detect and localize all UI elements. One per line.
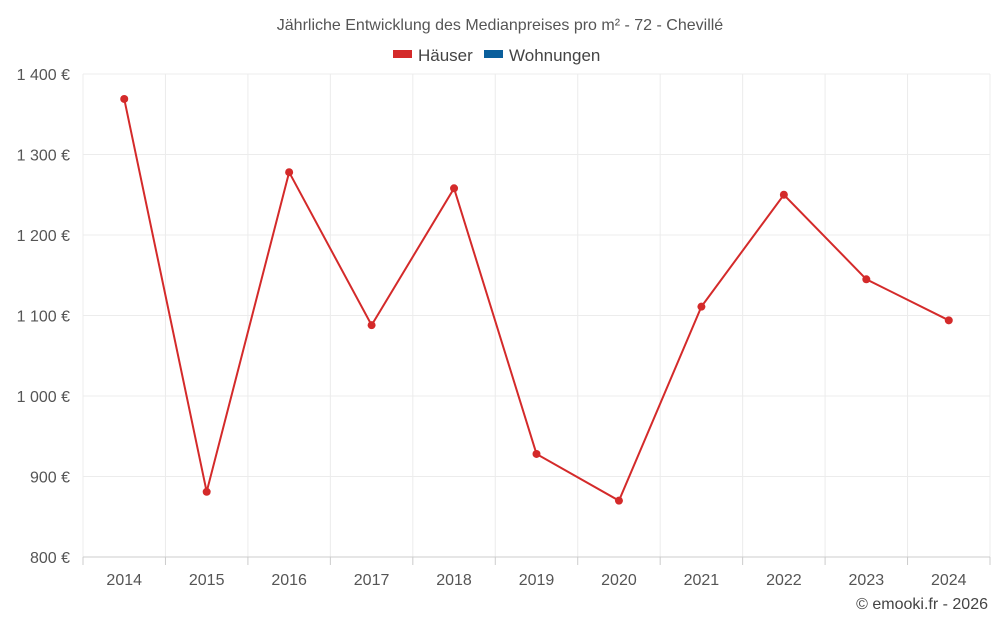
y-tick-label: 800 € (30, 550, 70, 567)
legend-swatch-haeuser[interactable] (393, 50, 412, 58)
x-tick-label: 2022 (766, 572, 802, 589)
y-tick-label: 1 200 € (17, 228, 70, 245)
series-layer (120, 94, 953, 505)
chart-title: Jährliche Entwicklung des Medianpreises … (277, 17, 724, 34)
legend-label-wohnungen[interactable]: Wohnungen (509, 46, 600, 65)
x-tick-label: 2021 (684, 572, 720, 589)
data-point[interactable] (532, 449, 541, 458)
x-gridlines (82, 74, 991, 565)
data-point[interactable] (614, 496, 623, 505)
x-axis-labels: 2014 2015 2016 2017 2018 2019 2020 2021 2022 2023… (106, 572, 966, 589)
x-tick-label: 2015 (189, 572, 225, 589)
y-gridlines (83, 73, 990, 558)
data-point[interactable] (862, 275, 871, 284)
y-tick-label: 1 000 € (17, 389, 70, 406)
x-tick-label: 2020 (601, 572, 637, 589)
data-point[interactable] (285, 168, 294, 177)
x-tick-label: 2024 (931, 572, 967, 589)
x-tick-label: 2014 (106, 572, 142, 589)
legend: Häuser Wohnungen (393, 46, 600, 65)
legend-label-haeuser[interactable]: Häuser (418, 46, 473, 65)
y-tick-label: 1 400 € (17, 67, 70, 84)
data-point[interactable] (120, 94, 129, 103)
data-point[interactable] (697, 302, 706, 311)
x-tick-label: 2017 (354, 572, 390, 589)
legend-swatch-wohnungen[interactable] (484, 50, 503, 58)
x-tick-label: 2023 (849, 572, 885, 589)
x-tick-label: 2016 (271, 572, 307, 589)
data-point[interactable] (779, 190, 788, 199)
y-axis-labels: 800 € 900 € 1 000 € 1 100 € 1 200 € 1 300 € 1 … (17, 67, 70, 567)
y-tick-label: 900 € (30, 470, 70, 487)
y-tick-label: 1 100 € (17, 309, 70, 326)
data-point[interactable] (944, 316, 953, 325)
x-tick-label: 2019 (519, 572, 555, 589)
data-point[interactable] (202, 487, 211, 496)
credit-text: © emooki.fr - 2026 (856, 596, 988, 613)
y-tick-label: 1 300 € (17, 148, 70, 165)
data-point[interactable] (450, 184, 459, 193)
data-point[interactable] (367, 321, 376, 330)
x-tick-label: 2018 (436, 572, 472, 589)
